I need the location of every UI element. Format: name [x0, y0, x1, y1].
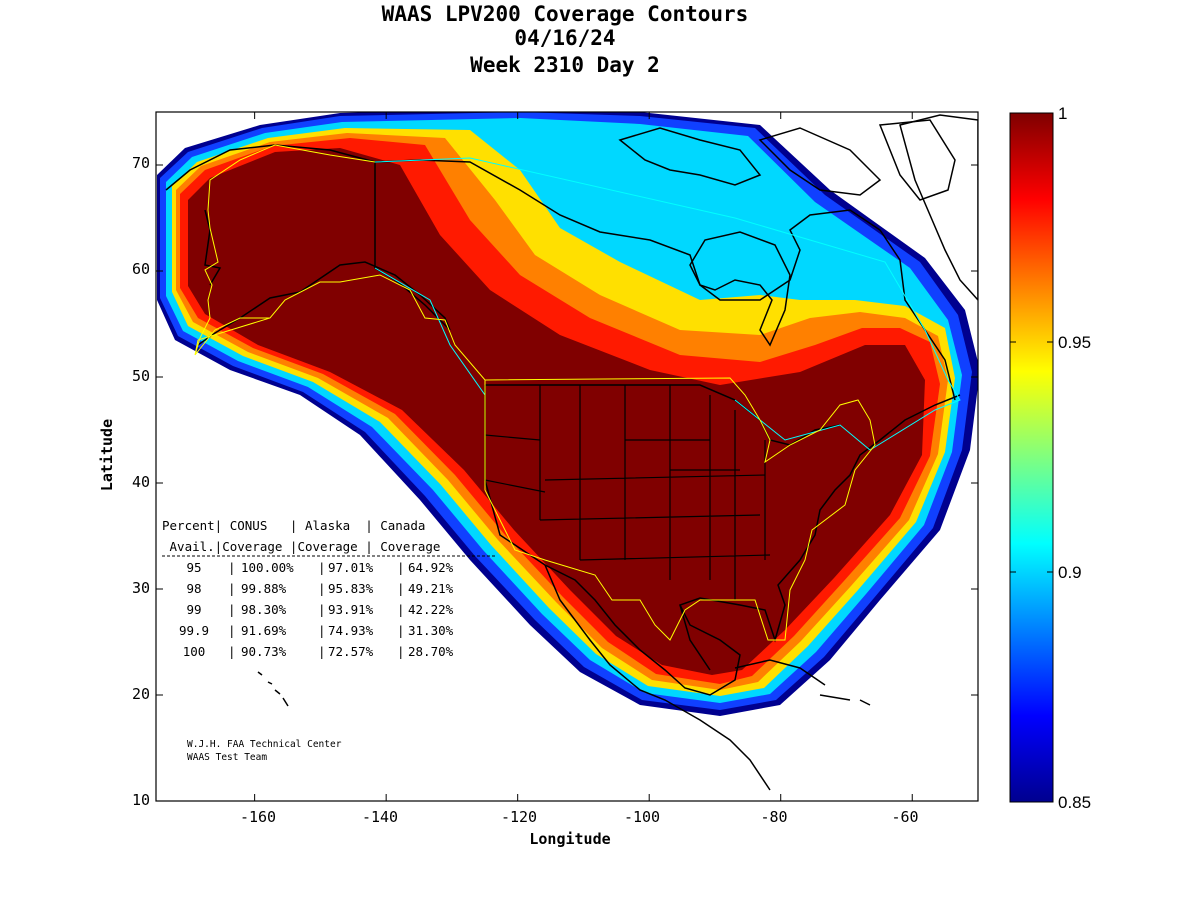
credit-line-2: WAAS Test Team [187, 752, 267, 763]
table-cell-conus: 99.88% [241, 581, 287, 596]
table-cell-avail: 95 [186, 560, 201, 575]
cuba-caribbean [734, 659, 871, 706]
table-cell-alaska: 74.93% [328, 623, 374, 638]
table-sep: | [397, 581, 405, 596]
colorbar [1009, 112, 1054, 803]
x-tick-label: -80 [760, 808, 787, 826]
table-sep: | [397, 560, 405, 575]
y-tick-label: 40 [132, 473, 150, 491]
table-sep: | [397, 602, 405, 617]
canada-arctic-coastline [374, 159, 956, 401]
table-cell-avail: 99.9 [179, 623, 209, 638]
table-cell-canada: 31.30% [408, 623, 454, 638]
colorbar-tick-label: 1 [1058, 104, 1067, 123]
table-sep: | [228, 602, 236, 617]
table-cell-avail: 100 [183, 644, 206, 659]
y-tick-label: 50 [132, 367, 150, 385]
colorbar-tick-label: 0.9 [1058, 563, 1082, 582]
x-axis-label: Longitude [529, 830, 610, 848]
boundaries [194, 144, 961, 641]
map-frame [155, 111, 979, 802]
table-cell-conus: 91.69% [241, 623, 287, 638]
hudson-bay [689, 231, 791, 347]
greenland-coast [899, 114, 978, 302]
table-cell-canada: 28.70% [408, 644, 454, 659]
conus-state-lines [484, 385, 771, 600]
map-title-line-1: WAAS LPV200 Coverage Contours [381, 2, 749, 26]
table-cell-conus: 100.00% [241, 560, 294, 575]
y-tick-label: 20 [132, 685, 150, 703]
table-cell-alaska: 97.01% [328, 560, 374, 575]
coverage-contours [157, 112, 978, 716]
table-cell-conus: 90.73% [241, 644, 287, 659]
hawaii-islands [257, 671, 289, 707]
table-cell-canada: 49.21% [408, 581, 454, 596]
table-cell-alaska: 95.83% [328, 581, 374, 596]
table-sep: | [397, 623, 405, 638]
table-header-row1: Percent| CONUS | Alaska | Canada [162, 518, 425, 533]
colorbar-tick-label: 0.95 [1058, 333, 1091, 352]
table-cell-avail: 99 [186, 602, 201, 617]
map-title-line-2: 04/16/24 [514, 26, 616, 50]
coverage-band-darkred [188, 148, 925, 675]
table-sep: | [318, 560, 326, 575]
y-tick-label: 30 [132, 579, 150, 597]
table-sep: | [228, 560, 236, 575]
coastlines-and-borders [165, 114, 978, 791]
table-sep: | [228, 581, 236, 596]
y-tick-label: 10 [132, 791, 150, 809]
table-cell-avail: 98 [186, 581, 201, 596]
colorbar-tick-label: 0.85 [1058, 793, 1091, 812]
table-cell-canada: 42.22% [408, 602, 454, 617]
table-sep: | [228, 623, 236, 638]
table-sep: | [318, 602, 326, 617]
mexico-central-america [544, 564, 771, 791]
y-axis-label: Latitude [98, 419, 116, 491]
table-sep: | [318, 623, 326, 638]
table-header-row2: Avail.|Coverage |Coverage | Coverage [162, 539, 440, 554]
arctic-islands [618, 119, 956, 201]
table-sep: | [228, 644, 236, 659]
x-tick-label: -120 [501, 808, 537, 826]
conus-coastline [484, 385, 961, 696]
waas-service-boundary [194, 144, 876, 641]
x-tick-label: -100 [624, 808, 660, 826]
x-tick-label: -60 [891, 808, 918, 826]
coverage-table: Percent| CONUS | Alaska | Canada Avail.|… [162, 518, 495, 659]
table-cell-canada: 64.92% [408, 560, 454, 575]
table-sep: | [318, 644, 326, 659]
y-tick-label: 60 [132, 260, 150, 278]
table-cell-alaska: 93.91% [328, 602, 374, 617]
table-cell-alaska: 72.57% [328, 644, 374, 659]
y-tick-label: 70 [132, 154, 150, 172]
credit-line-1: W.J.H. FAA Technical Center [187, 739, 342, 750]
table-sep: | [397, 644, 405, 659]
alaska-coastline [165, 144, 451, 346]
x-tick-label: -140 [362, 808, 398, 826]
map-title-line-3: Week 2310 Day 2 [470, 53, 660, 77]
x-tick-label: -160 [240, 808, 276, 826]
table-cell-conus: 98.30% [241, 602, 287, 617]
table-sep: | [318, 581, 326, 596]
axis-ticks [156, 112, 978, 802]
